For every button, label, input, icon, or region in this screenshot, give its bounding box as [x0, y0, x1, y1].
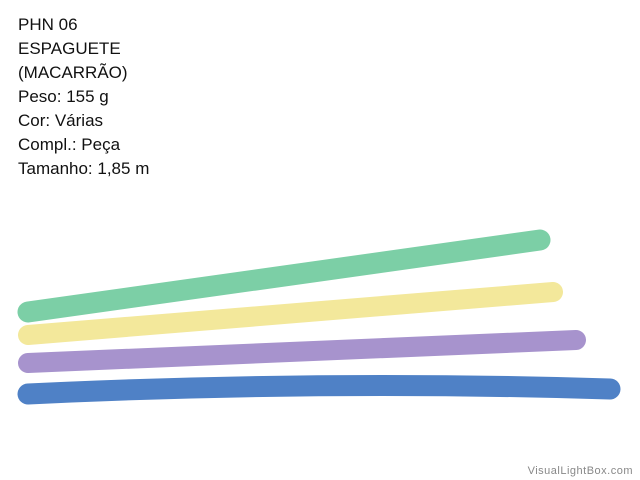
- info-line: Peso: 155 g: [18, 87, 109, 106]
- blue-noodle: [17, 374, 621, 405]
- info-line: ESPAGUETE: [18, 39, 121, 58]
- info-line: Cor: Várias: [18, 111, 103, 130]
- purple-noodle: [18, 330, 586, 373]
- info-line: (MACARRÃO): [18, 63, 128, 82]
- info-line: Tamanho: 1,85 m: [18, 159, 149, 178]
- info-line: Compl.: Peça: [18, 135, 121, 154]
- green-noodle: [17, 229, 551, 323]
- yellow-noodle: [18, 282, 563, 345]
- product-info: PHN 06 ESPAGUETE (MACARRÃO) Peso: 155 g Cor:…: [18, 15, 149, 178]
- info-line: PHN 06: [18, 15, 78, 34]
- watermark: VisualLightBox.com: [528, 465, 633, 477]
- noodles: [17, 229, 621, 405]
